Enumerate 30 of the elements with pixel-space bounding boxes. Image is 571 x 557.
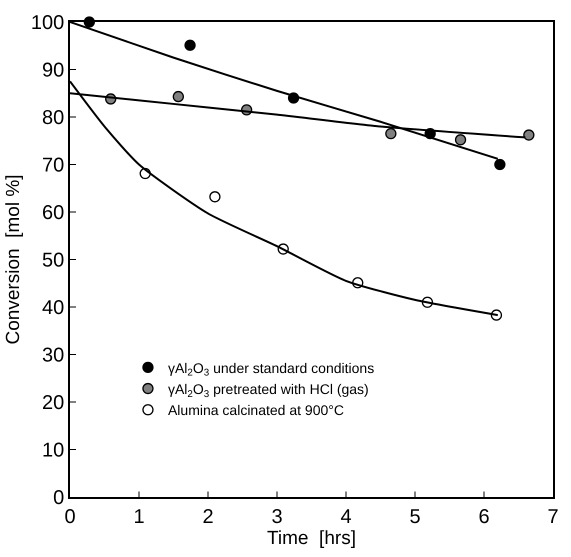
y-tick-label: 60 [42,202,64,224]
y-axis-title: Conversion [mol %] [3,174,24,345]
y-tick-label: 100 [30,12,64,34]
y-tick-label: 70 [42,154,64,176]
y-tick-label: 40 [42,297,64,319]
y-tick-label: 50 [42,250,64,272]
legend-label: γAl$_{2}$O$_{3}$ pretreated with HCl (gas) [168,381,369,400]
x-tick-label: 7 [547,506,559,528]
point [172,90,184,102]
x-axis-title: Time [hrs] [266,528,356,550]
point [385,128,396,140]
y-tick-label: 10 [42,440,64,462]
legend-label: Alumina calcinated at 900°C [168,402,344,418]
point [209,191,221,202]
x-tick-label: 4 [340,506,352,528]
x-tick-label: 2 [202,506,214,528]
y-tick-label: 90 [42,60,64,82]
point [494,158,506,170]
y-tick-label: 30 [42,344,64,366]
legend-label: γAl$_{2}$O$_{3}$ under standard conditions [168,360,374,379]
point [454,134,466,146]
x-tick-label: 1 [133,506,145,528]
point [184,40,196,51]
x-tick-label: 3 [271,506,283,528]
x-tick-label: 5 [409,506,421,528]
point [523,129,534,141]
y-tick-label: 80 [42,107,64,129]
y-tick-label: 0 [53,487,64,509]
y-tick-label: 20 [42,392,64,414]
x-tick-label: 6 [478,506,490,528]
